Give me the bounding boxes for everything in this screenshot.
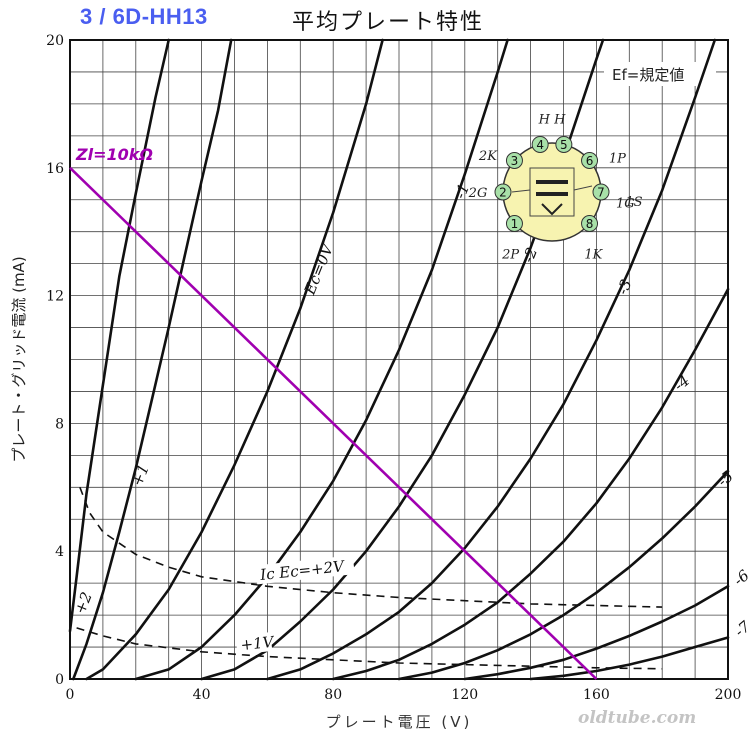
- plate-curve-label: -6: [730, 566, 753, 589]
- grid-current-label: +1V: [240, 633, 277, 655]
- y-axis-label: プレート・グリッド電流 (mA): [10, 256, 28, 462]
- pin-label: H: [538, 112, 551, 127]
- pin-number: 3: [511, 154, 519, 168]
- watermark: oldtube.com: [578, 708, 697, 728]
- load-line: [69, 166, 598, 680]
- pin-circle: [555, 135, 573, 153]
- note-ef-label: Ef=規定値: [612, 66, 684, 84]
- note-background: [604, 62, 716, 86]
- plate-curve: [72, 38, 233, 681]
- grid-current-curve: [79, 487, 663, 608]
- pin-circle: [494, 183, 512, 201]
- pin-label: 2P: [501, 247, 519, 262]
- load-line-label: Zl=10kΩ: [75, 145, 153, 164]
- y-tick-label: 16: [46, 161, 64, 177]
- pin-number: 2: [499, 186, 507, 200]
- plate-curve-label: -7: [731, 617, 754, 640]
- pin-label: 1P: [609, 151, 626, 166]
- x-tick-label: 160: [583, 687, 610, 703]
- pin-lead: [511, 189, 531, 193]
- electrode-outline: [529, 167, 575, 217]
- y-tick-label: 4: [55, 544, 64, 560]
- x-tick-label: 120: [451, 687, 478, 703]
- pin-number: 1: [511, 217, 519, 231]
- plate-curve-label: -4: [670, 371, 693, 394]
- y-tick-label: 8: [55, 416, 64, 432]
- pin-circle: [505, 214, 523, 232]
- pin-number: 6: [586, 154, 594, 168]
- pin-lead: [573, 185, 593, 191]
- electrode-plate-2: [536, 192, 568, 196]
- plate-curve: [463, 584, 730, 681]
- pin-circle: [592, 183, 610, 201]
- pin-number: 8: [586, 217, 594, 231]
- pin-label: 2G: [468, 186, 488, 201]
- plate-curve: [266, 38, 717, 681]
- x-tick-label: 40: [193, 687, 211, 703]
- pin-label: H: [553, 112, 566, 127]
- pin-label-extra: 1S: [625, 195, 642, 210]
- y-tick-label: 0: [55, 672, 64, 688]
- heater-symbol: [541, 203, 563, 216]
- pin-label: 1K: [584, 247, 603, 262]
- plate-curve: [68, 38, 170, 633]
- chart-title: 平均プレート特性: [292, 10, 485, 35]
- plate-curve-label: Ec=0V: [300, 240, 337, 298]
- pin-circle: [531, 135, 549, 153]
- x-tick-label: 200: [715, 687, 742, 703]
- pin-number: 7: [597, 186, 605, 200]
- plate-curve: [529, 636, 730, 681]
- grid-current-label: Ic Ec=+2V: [258, 557, 347, 584]
- pin-circle: [581, 214, 599, 232]
- pin-label: 2K: [478, 149, 498, 164]
- plate-curve: [331, 287, 730, 681]
- pin-number: 5: [560, 138, 568, 152]
- plate-curve: [134, 38, 509, 681]
- x-axis-label: プレート電圧 (V): [326, 713, 473, 731]
- plate-curve-label: -5: [714, 467, 737, 490]
- y-tick-label: 20: [46, 33, 64, 49]
- x-tick-label: 80: [324, 687, 342, 703]
- y-tick-label: 12: [46, 289, 64, 305]
- grid-current-label-bg: [235, 632, 273, 655]
- pin-label: 1G: [616, 196, 635, 211]
- plate-curve-label: -1: [451, 181, 473, 201]
- plate-curve: [397, 469, 730, 681]
- plate-curve-label: -3: [613, 277, 635, 297]
- pin-circle: [505, 152, 523, 170]
- plate-curve: [85, 38, 384, 681]
- grid-lines: [69, 39, 729, 680]
- pin-circle: [581, 152, 599, 170]
- tube-type-title: 3 / 6D-HH13: [80, 4, 208, 29]
- pin-number: 4: [536, 138, 544, 152]
- x-tick-label: 0: [66, 687, 75, 703]
- plate-curve-label: -2: [519, 245, 541, 265]
- electrode-plate-1: [536, 180, 568, 184]
- grid-current-curve: [76, 627, 663, 670]
- grid-current-label-bg: [255, 555, 355, 585]
